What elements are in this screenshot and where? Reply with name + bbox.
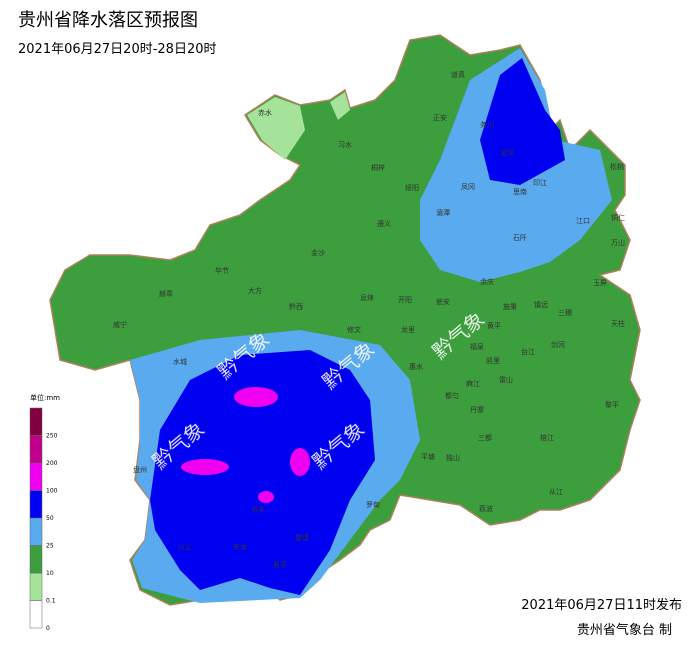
county-label: 册亨 <box>273 560 287 569</box>
county-label: 都匀 <box>445 391 459 400</box>
county-label: 三都 <box>478 434 492 442</box>
county-label: 江口 <box>576 217 590 225</box>
county-label: 贞丰 <box>251 505 265 514</box>
county-label: 修文 <box>347 325 361 334</box>
county-label: 龙里 <box>401 325 415 334</box>
county-label: 盘州 <box>133 465 147 474</box>
county-label: 兴义 <box>178 543 192 552</box>
county-label: 黄平 <box>487 321 501 330</box>
legend-label: 25 <box>46 543 54 550</box>
light-green-area <box>330 92 350 120</box>
county-label: 镇远 <box>534 300 548 309</box>
county-label: 石阡 <box>513 233 527 242</box>
county-label: 赤水 <box>258 108 272 117</box>
legend-label: 0.1 <box>46 598 56 605</box>
county-label: 铜仁 <box>611 213 625 222</box>
county-label: 剑河 <box>551 340 565 349</box>
legend-label: 10 <box>46 570 54 577</box>
county-label: 独山 <box>446 453 460 462</box>
county-label: 威宁 <box>113 320 127 329</box>
county-label: 平塘 <box>421 452 435 461</box>
county-label: 榕江 <box>540 433 554 442</box>
county-label: 绥阳 <box>405 183 419 192</box>
legend-label: 250 <box>46 433 58 440</box>
maker: 贵州省气象台 制 <box>577 622 672 638</box>
legend-unit: 单位:mm <box>30 393 60 402</box>
heavy-rain-area <box>234 387 278 407</box>
county-label: 丹寨 <box>470 405 484 414</box>
legend-swatch <box>29 435 43 464</box>
legend-swatch <box>29 517 43 546</box>
county-label: 从江 <box>549 488 563 496</box>
county-label: 麻江 <box>466 379 480 388</box>
county-label: 习水 <box>338 140 352 149</box>
county-label: 雷山 <box>499 375 513 384</box>
county-label: 瓮安 <box>436 297 450 306</box>
county-label: 毕节 <box>215 266 229 275</box>
county-label: 万山 <box>611 238 625 247</box>
county-label: 荔波 <box>479 504 493 513</box>
blue-area <box>150 350 375 595</box>
county-label: 开阳 <box>398 295 412 304</box>
county-label: 望谟 <box>295 533 309 542</box>
county-label: 金沙 <box>311 248 325 257</box>
county-label: 松桃 <box>610 162 624 171</box>
county-label: 桐梓 <box>371 163 385 172</box>
county-label: 凯里 <box>486 356 500 365</box>
county-label: 余庆 <box>480 277 494 286</box>
county-label: 天柱 <box>611 319 625 328</box>
county-label: 三穗 <box>558 308 572 317</box>
heavy-rain-area <box>258 491 274 503</box>
legend-swatch <box>29 545 43 574</box>
county-label: 惠水 <box>409 362 423 371</box>
legend-label: 100 <box>46 488 58 495</box>
county-label: 黎平 <box>605 400 619 409</box>
title: 贵州省降水落区预报图 <box>18 10 198 31</box>
county-label: 安龙 <box>233 542 247 551</box>
legend-label: 0 <box>46 625 50 632</box>
legend-swatch <box>29 572 43 601</box>
issue-time: 2021年06月27日11时发布 <box>521 597 682 613</box>
county-label: 福泉 <box>470 342 484 351</box>
county-label: 台江 <box>521 347 535 356</box>
heavy-rain-area <box>181 459 229 475</box>
county-label: 遵义 <box>377 219 391 228</box>
county-label: 正安 <box>433 113 447 122</box>
legend-swatch <box>29 490 43 519</box>
county-label: 施秉 <box>503 302 517 311</box>
county-label: 玉屏 <box>593 279 607 287</box>
heavy-rain-area <box>290 448 310 476</box>
subtitle: 2021年06月27日20时-28日20时 <box>18 42 217 57</box>
county-label: 黔西 <box>289 302 303 311</box>
legend-label: 50 <box>46 515 54 522</box>
county-label: 沿河 <box>500 148 514 157</box>
county-label: 道真 <box>451 70 465 79</box>
county-label: 罗甸 <box>366 500 380 509</box>
legend-swatch <box>29 462 43 491</box>
county-label: 大方 <box>248 286 262 295</box>
legend-label: 200 <box>46 460 58 467</box>
legend: 0 0.1 10 25 50 100 200 250 <box>29 407 58 632</box>
county-label: 凤冈 <box>461 183 475 191</box>
county-label: 水城 <box>173 357 187 366</box>
blue-area <box>480 58 565 185</box>
county-label: 思南 <box>513 187 527 196</box>
county-label: 务川 <box>480 120 494 129</box>
county-label: 赫章 <box>159 289 173 298</box>
light-green-area <box>247 97 305 160</box>
county-label: 息烽 <box>360 293 374 302</box>
legend-swatch <box>29 600 43 629</box>
legend-swatch <box>29 407 43 436</box>
county-label: 湄潭 <box>436 208 450 217</box>
county-label: 印江 <box>533 179 547 187</box>
